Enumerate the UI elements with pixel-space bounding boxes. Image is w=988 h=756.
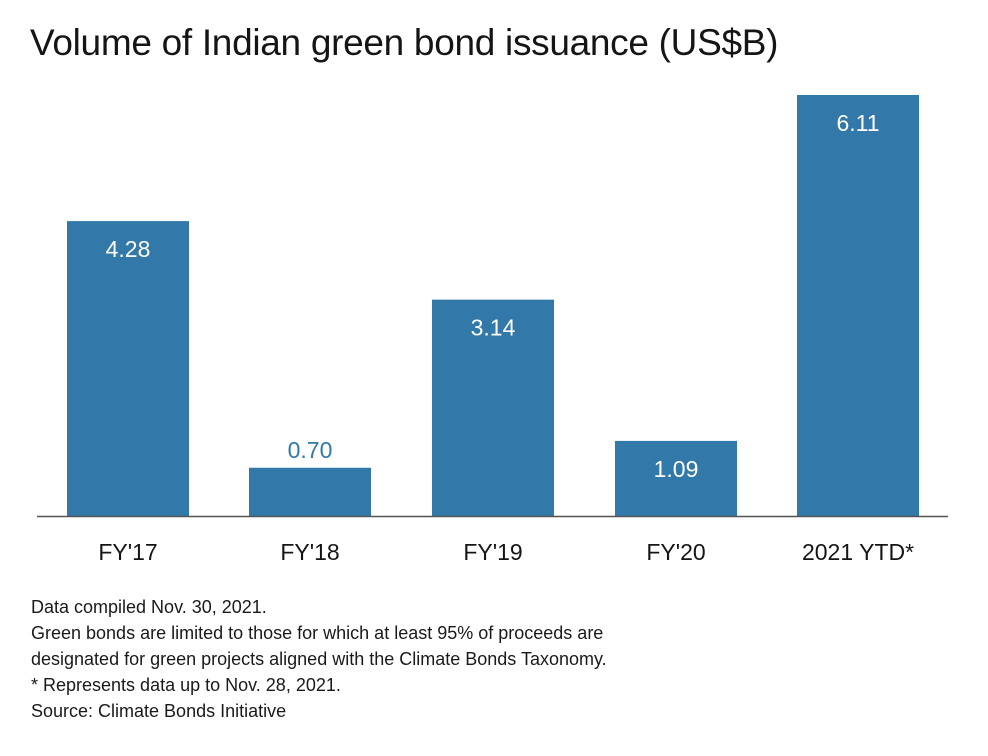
- note-limit-line-2: designated for green projects aligned wi…: [31, 649, 607, 669]
- note-data-compiled: Data compiled Nov. 30, 2021.: [31, 597, 267, 617]
- footnotes: Data compiled Nov. 30, 2021. Green bonds…: [31, 594, 607, 724]
- category-label-0: FY'17: [98, 539, 157, 565]
- value-label-0: 4.28: [106, 236, 151, 262]
- note-limit-line-1: Green bonds are limited to those for whi…: [31, 623, 604, 643]
- chart-title: Volume of Indian green bond issuance (US…: [30, 22, 779, 63]
- category-label-4: 2021 YTD*: [802, 539, 914, 565]
- category-label-2: FY'19: [463, 539, 522, 565]
- note-asterisk: * Represents data up to Nov. 28, 2021.: [31, 675, 341, 695]
- bar-1: [249, 467, 371, 516]
- bar-chart: 4.28 0.70 3.14 1.09 6.11 FY'17 FY'18 FY'19 FY'2…: [37, 95, 948, 565]
- bar-0: [67, 221, 189, 516]
- category-label-1: FY'18: [280, 539, 339, 565]
- value-label-1: 0.70: [288, 437, 333, 463]
- category-labels-group: FY'17 FY'18 FY'19 FY'20 2021 YTD*: [98, 539, 914, 565]
- value-label-4: 6.11: [836, 110, 879, 136]
- value-label-2: 3.14: [471, 315, 516, 341]
- bar-2: [432, 299, 554, 516]
- bar-4: [797, 95, 919, 516]
- category-label-3: FY'20: [646, 539, 705, 565]
- bar-3: [615, 440, 737, 516]
- value-labels-group: 4.28 0.70 3.14 1.09 6.11: [106, 110, 880, 482]
- bars-group: [67, 95, 919, 516]
- note-source: Source: Climate Bonds Initiative: [31, 701, 287, 721]
- value-label-3: 1.09: [654, 456, 699, 482]
